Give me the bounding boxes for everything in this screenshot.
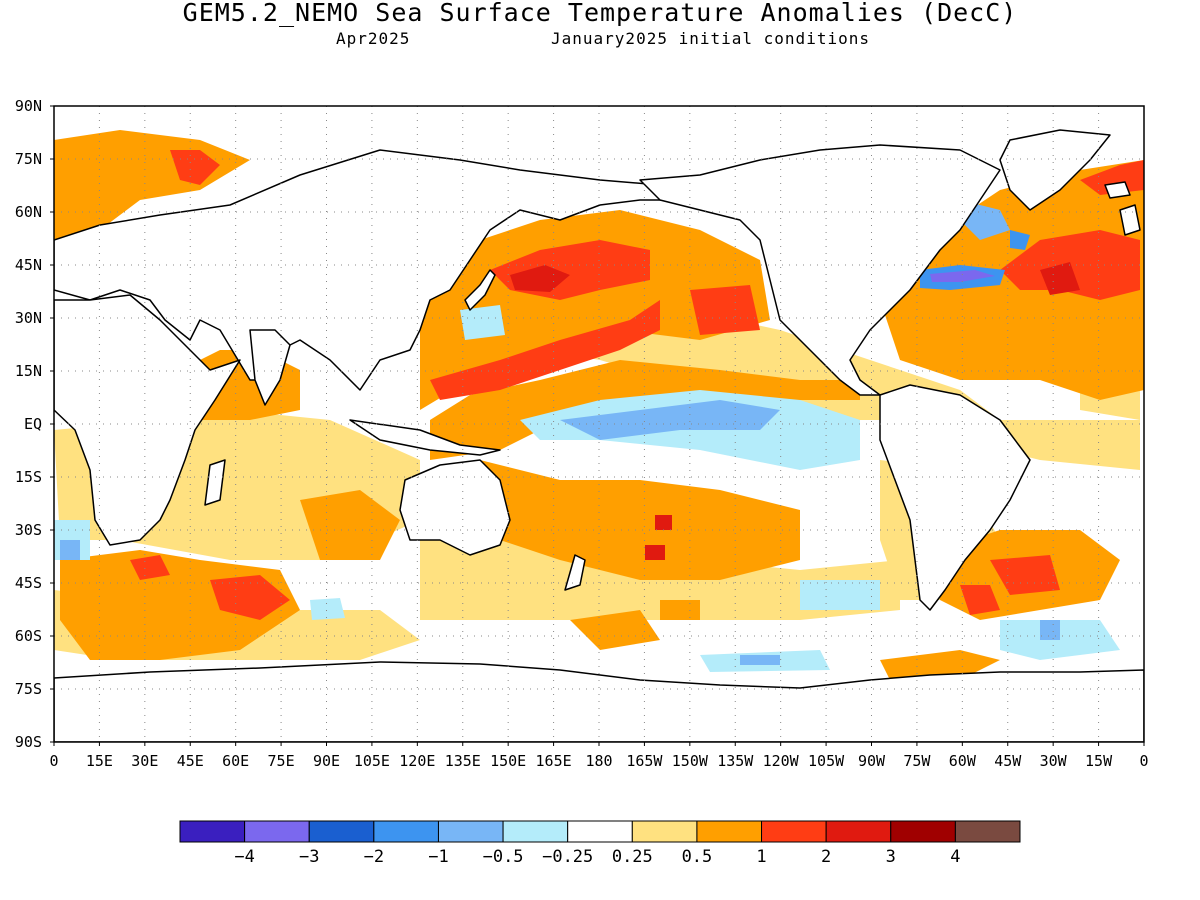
anomaly-dark-red-regions: [510, 262, 1080, 560]
lon-tick-label: 45E: [177, 752, 204, 770]
longitude-axis: 0 15E 30E 45E 60E 75E 90E 105E 120E 135E 150E 165E 1…: [49, 742, 1149, 770]
lat-tick-label: 30S: [15, 521, 42, 539]
lat-tick-label: 15N: [15, 362, 42, 380]
lon-tick-label: 75W: [903, 752, 931, 770]
colorbar: −4 −3 −2 −1 −0.5 −0.25 0.25 0.5 1 2 3 4: [179, 820, 1021, 867]
colorbar-label: −1: [428, 847, 448, 867]
africa-landmass: [54, 294, 241, 546]
land-masses: [54, 129, 1144, 742]
lat-tick-label: 30N: [15, 309, 42, 327]
colorbar-swatch: [696, 820, 763, 843]
colorbar-label: 4: [950, 847, 960, 867]
forecast-month: Apr2025: [336, 29, 411, 48]
new-zealand-landmass: [564, 554, 586, 591]
lat-tick-label: 60S: [15, 627, 42, 645]
colorbar-swatch: [567, 820, 633, 843]
colorbar-swatch: [954, 820, 1021, 843]
lon-tick-label: 90E: [313, 752, 340, 770]
colorbar-label: 1: [756, 847, 766, 867]
lat-tick-label: 45N: [15, 256, 42, 274]
lon-tick-label: 165E: [536, 752, 572, 770]
colorbar-label: −4: [234, 847, 254, 867]
lat-tick-label: 75N: [15, 150, 42, 168]
madagascar-landmass: [204, 459, 226, 506]
lon-tick-label: 105W: [808, 752, 845, 770]
initial-conditions: January2025 initial conditions: [551, 29, 870, 48]
lon-tick-label: 120E: [399, 752, 435, 770]
india-landmass: [249, 329, 291, 406]
colorbar-label: −0.25: [542, 847, 593, 867]
eurasia-landmass: [54, 149, 681, 391]
japan-landmass: [464, 269, 496, 311]
anomaly-blue-regions: [60, 200, 1060, 665]
colorbar-swatch: [179, 820, 246, 843]
lon-tick-label: 15E: [86, 752, 113, 770]
colorbar-swatch: [308, 820, 375, 843]
indonesia-landmass: [349, 419, 501, 456]
lon-tick-label: 60W: [949, 752, 977, 770]
lon-tick-label: 0: [49, 752, 58, 770]
lon-tick-label: 150E: [490, 752, 526, 770]
lat-tick-label: 45S: [15, 574, 42, 592]
colorbar-swatch: [244, 820, 310, 843]
lon-tick-label: 165W: [626, 752, 663, 770]
lon-tick-label: 135W: [717, 752, 754, 770]
colorbar-label: −2: [364, 847, 384, 867]
colorbar-swatch: [631, 820, 698, 843]
lon-tick-label: 75E: [268, 752, 295, 770]
lon-tick-label: 60E: [222, 752, 249, 770]
gridlines: [54, 106, 1144, 742]
colorbar-swatch: [825, 820, 892, 843]
lat-tick-label: EQ: [24, 415, 42, 433]
colorbar-swatch: [373, 820, 439, 843]
colorbar-label: 3: [886, 847, 896, 867]
lon-tick-label: 135E: [445, 752, 481, 770]
lon-tick-label: 15W: [1085, 752, 1113, 770]
latitude-axis: 90N 75N 60N 45N 30N 15N EQ 15S 30S 45S 60S 75S 90S: [15, 97, 54, 751]
lat-tick-label: 60N: [15, 203, 42, 221]
colorbar-label: −0.5: [483, 847, 524, 867]
lon-tick-label: 30W: [1040, 752, 1068, 770]
lon-tick-label: 120W: [763, 752, 800, 770]
lat-tick-label: 15S: [15, 468, 42, 486]
lat-tick-label: 75S: [15, 680, 42, 698]
lon-tick-label: 30E: [131, 752, 158, 770]
colorbar-label: 0.5: [682, 847, 713, 867]
australia-landmass: [399, 459, 511, 556]
map-title: GEM5.2_NEMO Sea Surface Temperature Anom…: [182, 0, 1018, 27]
colorbar-label: 0.25: [612, 847, 653, 867]
north-america-landmass: [639, 144, 1001, 396]
lon-tick-label: 90W: [858, 752, 886, 770]
lon-tick-label: 105E: [354, 752, 390, 770]
lon-tick-label: 45W: [994, 752, 1022, 770]
lon-tick-label: 0: [1139, 752, 1148, 770]
colorbar-label: −3: [299, 847, 319, 867]
greenland-landmass: [999, 129, 1111, 211]
colorbar-swatch: [890, 820, 956, 843]
lon-tick-label: 180: [585, 752, 612, 770]
south-america-landmass: [879, 384, 1031, 611]
iceland-landmass: [1104, 181, 1131, 199]
lat-tick-label: 90S: [15, 733, 42, 751]
lon-tick-label: 150W: [672, 752, 709, 770]
colorbar-swatch: [437, 820, 504, 843]
colorbar-label: 2: [821, 847, 831, 867]
lat-tick-label: 90N: [15, 97, 42, 115]
anomaly-purple-regions: [930, 270, 995, 282]
colorbar-swatch: [761, 820, 827, 843]
anomaly-field: [54, 106, 1144, 742]
colorbar-swatch: [502, 820, 569, 843]
